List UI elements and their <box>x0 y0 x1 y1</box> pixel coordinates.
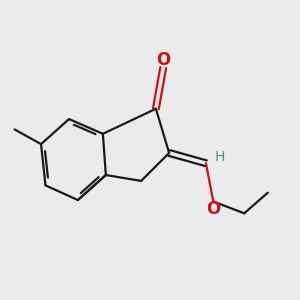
Text: O: O <box>206 200 220 218</box>
Text: H: H <box>215 150 225 164</box>
Text: O: O <box>156 51 170 69</box>
